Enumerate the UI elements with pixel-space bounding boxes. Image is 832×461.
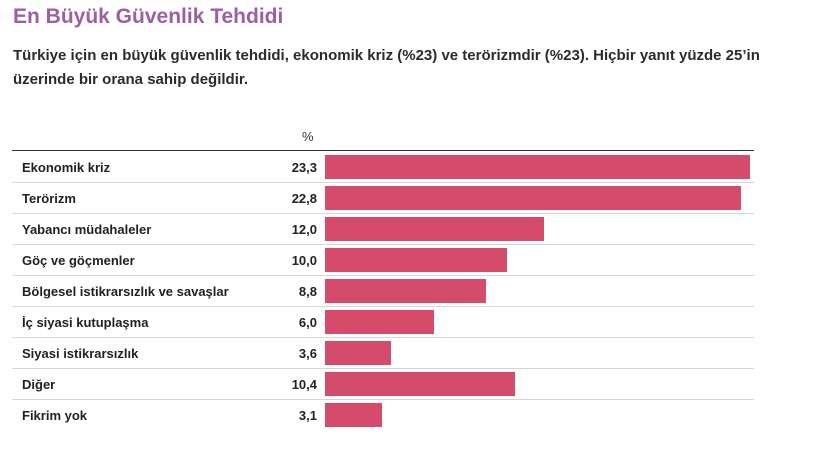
row-separator <box>12 244 754 245</box>
value-label: 8,8 <box>298 284 317 299</box>
row-separator <box>12 306 754 307</box>
bar <box>325 310 434 334</box>
category-label: Ekonomik kriz <box>22 160 111 175</box>
unit-label: % <box>302 129 314 144</box>
row-separator <box>12 368 754 369</box>
bar <box>325 279 486 303</box>
value-label: 3,1 <box>298 408 317 423</box>
bar <box>325 341 391 365</box>
value-label: 3,6 <box>298 346 317 361</box>
category-label: Terörizm <box>22 191 76 206</box>
value-label: 10,4 <box>291 377 317 392</box>
bar <box>325 155 750 179</box>
bar <box>325 248 507 272</box>
value-label: 6,0 <box>298 315 317 330</box>
category-label: İç siyasi kutuplaşma <box>22 315 149 330</box>
row-separator <box>12 337 754 338</box>
category-label: Bölgesel istikrarsızlık ve savaşlar <box>22 284 229 299</box>
chart-title: En Büyük Güvenlik Tehdidi <box>13 5 284 28</box>
category-label: Göç ve göçmenler <box>22 253 135 268</box>
value-label: 22,8 <box>291 191 317 206</box>
chart-subtitle: Türkiye için en büyük güvenlik tehdidi, … <box>13 47 760 88</box>
value-label: 12,0 <box>291 222 317 237</box>
row-separator <box>12 275 754 276</box>
category-label: Yabancı müdahaleler <box>22 222 152 237</box>
bar <box>325 372 515 396</box>
row-separator <box>12 213 754 214</box>
bar <box>325 403 382 427</box>
value-label: 23,3 <box>291 160 317 175</box>
bar <box>325 186 741 210</box>
row-separator <box>12 399 754 400</box>
category-label: Fikrim yok <box>22 408 88 423</box>
bar <box>325 217 544 241</box>
category-label: Diğer <box>22 377 56 392</box>
value-label: 10,0 <box>291 253 317 268</box>
header-rule <box>12 150 754 151</box>
row-separator <box>12 182 754 183</box>
category-label: Siyasi istikrarsızlık <box>22 346 139 361</box>
